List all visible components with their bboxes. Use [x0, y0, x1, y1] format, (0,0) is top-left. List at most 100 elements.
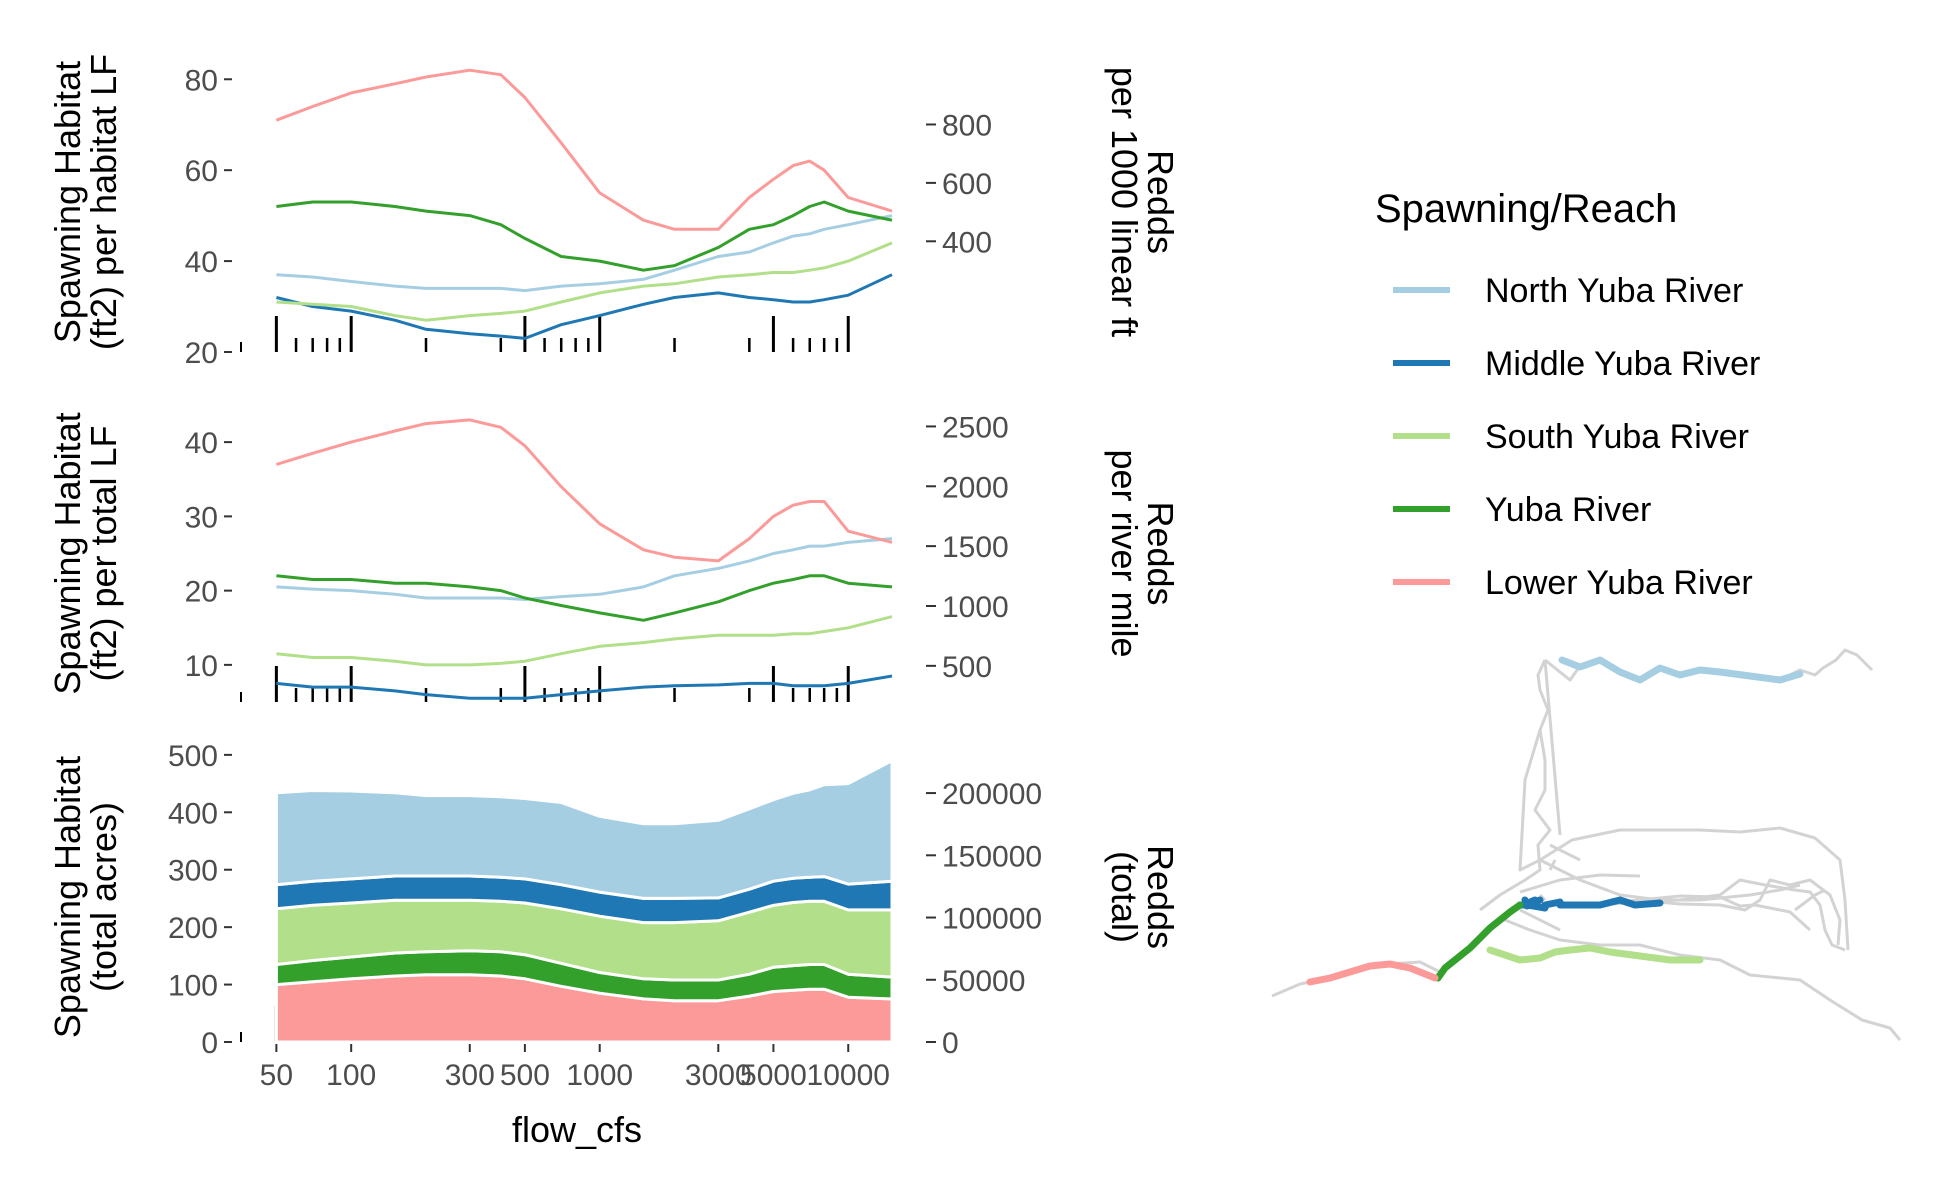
- right-y-axis-title-line: per river mile: [1104, 449, 1145, 657]
- right-y-tick-label: 800: [942, 109, 992, 142]
- right-y-tick-label: 600: [942, 168, 992, 201]
- left-y-tick-label: 80: [185, 64, 218, 97]
- right-y-tick-label: 1500: [942, 531, 1009, 564]
- map-base-stream: [1271, 916, 1902, 1041]
- left-y-tick-label: 200: [168, 912, 218, 945]
- map-base-stream: [1539, 858, 1801, 902]
- right-y-axis-title-line: Redds: [1140, 501, 1181, 605]
- left-y-tick-label: 20: [185, 337, 218, 370]
- right-y-axis-title-line: (total): [1104, 851, 1145, 943]
- left-y-tick-label: 300: [168, 855, 218, 888]
- line-yuba-river: [276, 200, 893, 272]
- x-rug: [240, 316, 850, 352]
- map-base-stream: [1538, 859, 1557, 902]
- line-north-yuba-river: [276, 214, 893, 293]
- map-reach-south-yuba-river: [1486, 944, 1704, 964]
- x-tick-label: 1000: [566, 1059, 633, 1092]
- right-y-axis-title: Reddsper river mile: [1104, 449, 1181, 657]
- line-south-yuba-river: [276, 241, 893, 322]
- left-y-tick-label: 500: [168, 740, 218, 773]
- right-y-tick-label: 200000: [942, 778, 1042, 811]
- panel-total: 0 100 200 300 400 500 0 50000 100000 150000 200000…: [47, 740, 1181, 1060]
- right-y-tick-label: 2000: [942, 471, 1009, 504]
- right-y-tick-label: 0: [942, 1027, 959, 1060]
- x-rug: [240, 666, 850, 702]
- right-y-tick-label: 50000: [942, 965, 1025, 998]
- left-y-tick-label: 60: [185, 155, 218, 188]
- legend: Spawning/Reach North Yuba River Middle Yu…: [1375, 187, 1760, 602]
- left-y-axis-title-line: (ft2) per habitat LF: [83, 54, 124, 350]
- right-y-tick-label: 150000: [942, 840, 1042, 873]
- line-south-yuba-river: [276, 615, 893, 667]
- line-yuba-river: [276, 574, 893, 622]
- right-y-tick-label: 500: [942, 651, 992, 684]
- legend-label-south-yuba-river: South Yuba River: [1485, 418, 1749, 456]
- left-y-axis-title-line: (total acres): [83, 802, 124, 992]
- panel-per-total-lf: 10 20 30 40 500 1000 1500 2000 2500 Spawning Habi…: [47, 411, 1181, 702]
- left-y-tick-label: 400: [168, 797, 218, 830]
- left-y-tick-label: 10: [185, 650, 218, 683]
- line-north-yuba-river: [276, 537, 893, 601]
- left-y-tick-label: 40: [185, 427, 218, 460]
- right-y-axis: 500 1000 1500 2000 2500: [926, 411, 1009, 684]
- left-y-tick-label: 20: [185, 576, 218, 609]
- right-y-axis-title-line: Redds: [1140, 150, 1181, 254]
- legend-label-north-yuba-river: North Yuba River: [1485, 272, 1743, 310]
- map-reach-middle-yuba-river: [1516, 896, 1664, 912]
- map-base-stream: [1794, 888, 1826, 912]
- x-tick-label: 5000: [740, 1059, 807, 1092]
- left-y-axis-title-line: Spawning Habitat: [47, 756, 88, 1038]
- line-middle-yuba-river: [276, 273, 893, 340]
- panel-per-habitat-lf: 20 40 60 80 400 600 800 Spawning Habitat(ft2) p…: [47, 54, 1181, 370]
- legend-title: Spawning/Reach: [1375, 187, 1677, 231]
- x-tick-label: 10000: [807, 1059, 890, 1092]
- left-y-tick-label: 0: [201, 1027, 218, 1060]
- map-base-stream: [1518, 729, 1850, 951]
- map-base-stream: [1479, 659, 1552, 912]
- left-y-axis: 20 40 60 80: [185, 64, 232, 370]
- left-y-tick-label: 30: [185, 501, 218, 534]
- map-reach-lower-yuba-river: [1306, 960, 1439, 986]
- map-base-stream: [1519, 873, 1641, 894]
- x-axis-title: flow_cfs: [512, 1109, 642, 1150]
- map-base-stream: [1519, 659, 1562, 932]
- map-reach-north-yuba-river: [1558, 656, 1804, 684]
- legend-label-middle-yuba-river: Middle Yuba River: [1485, 345, 1760, 383]
- right-y-axis-title-line: per 1000 linear ft: [1104, 67, 1145, 337]
- right-y-axis-title: Reddsper 1000 linear ft: [1104, 67, 1181, 337]
- x-tick-label: 300: [445, 1059, 495, 1092]
- map-base-stream: [1634, 878, 1842, 946]
- right-y-tick-label: 100000: [942, 903, 1042, 936]
- x-tick-label: 50: [260, 1059, 293, 1092]
- left-y-axis-title-line: Spawning Habitat: [47, 412, 88, 694]
- right-y-tick-label: 2500: [942, 411, 1009, 444]
- line-middle-yuba-river: [276, 674, 893, 700]
- right-y-axis-title-line: Redds: [1140, 845, 1181, 949]
- left-y-axis-title: Spawning Habitat(ft2) per habitat LF: [47, 54, 124, 350]
- left-y-axis-title-line: (ft2) per total LF: [83, 425, 124, 681]
- map-base-stream: [1549, 843, 1581, 862]
- left-y-tick-label: 100: [168, 970, 218, 1003]
- right-y-tick-label: 1000: [942, 591, 1009, 624]
- line-lower-yuba-river: [275, 418, 893, 563]
- area-north-yuba-river: [274, 759, 894, 900]
- left-y-axis: 0 100 200 300 400 500: [168, 740, 232, 1060]
- right-y-axis: 0 50000 100000 150000 200000: [926, 778, 1042, 1060]
- left-y-axis-title-line: Spawning Habitat: [47, 61, 88, 343]
- map-base-stream: [1560, 878, 1846, 952]
- right-y-tick-label: 400: [942, 226, 992, 259]
- legend-label-lower-yuba-river: Lower Yuba River: [1485, 564, 1753, 602]
- left-y-tick-label: 40: [185, 246, 218, 279]
- legend-label-yuba-river: Yuba River: [1485, 491, 1651, 529]
- x-tick-label: 500: [500, 1059, 550, 1092]
- line-lower-yuba-river: [275, 68, 893, 231]
- x-tick-label: 3000: [685, 1059, 752, 1092]
- right-y-axis-title: Redds(total): [1104, 845, 1181, 949]
- right-y-axis: 400 600 800: [926, 109, 992, 259]
- left-y-axis: 10 20 30 40: [185, 427, 232, 683]
- left-y-axis-title: Spawning Habitat(total acres): [47, 756, 124, 1038]
- map-reach-yuba-river: [1434, 901, 1524, 982]
- x-tick-label: 100: [326, 1059, 376, 1092]
